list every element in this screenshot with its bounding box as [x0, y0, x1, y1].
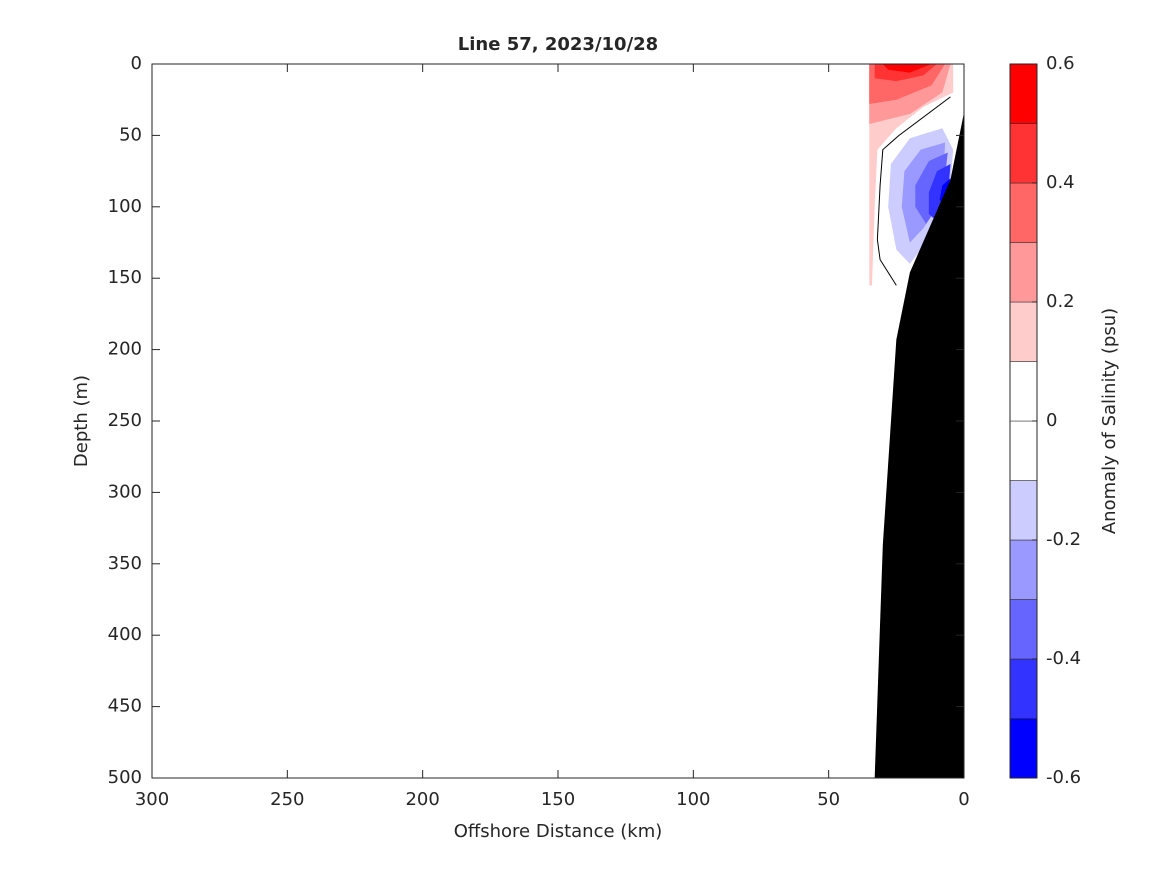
y-tick-label: 400: [108, 624, 142, 645]
colorbar-band: [1009, 539, 1038, 600]
colorbar-tick-label: -0.6: [1046, 767, 1081, 788]
colorbar-band: [1009, 242, 1038, 303]
y-tick-label: 300: [108, 481, 142, 502]
contour-fill: [928, 163, 951, 222]
x-tick-label: 0: [958, 789, 969, 810]
y-tick-label: 0: [131, 53, 142, 74]
x-tick-label: 200: [405, 789, 439, 810]
colorbar-band: [1009, 301, 1038, 362]
colorbar-band: [1009, 718, 1038, 779]
x-axis-label: Offshore Distance (km): [454, 821, 663, 842]
colorbar-band: [1009, 182, 1038, 243]
x-tick-label: 250: [270, 789, 304, 810]
x-tick-label: 150: [541, 789, 575, 810]
colorbar-band: [1009, 599, 1038, 660]
chart-title: Line 57, 2023/10/28: [458, 34, 658, 55]
colorbar-band: [1009, 123, 1038, 184]
y-tick-label: 250: [108, 410, 142, 431]
y-tick-label: 100: [108, 196, 142, 217]
colorbar-band: [1009, 480, 1038, 541]
y-tick-label: 350: [108, 553, 142, 574]
colorbar-tick-label: 0.2: [1046, 291, 1075, 312]
colorbar-band: [1009, 361, 1038, 422]
colorbar-band: [1009, 63, 1038, 124]
contour-fill: [882, 64, 932, 73]
y-axis-label: Depth (m): [71, 375, 92, 467]
contour-fill: [869, 64, 954, 286]
colorbar-tick-label: 0.4: [1046, 172, 1075, 193]
bathymetry: [874, 112, 964, 778]
y-tick-label: 500: [108, 767, 142, 788]
y-tick-label: 200: [108, 339, 142, 360]
x-tick-label: 300: [135, 789, 169, 810]
colorbar-tick-label: -0.4: [1046, 648, 1081, 669]
x-tick-label: 50: [817, 789, 840, 810]
plot-frame: [151, 63, 965, 779]
colorbar-label: Anomaly of Salinity (psu): [1099, 308, 1120, 534]
colorbar-band: [1009, 658, 1038, 719]
y-tick-label: 450: [108, 696, 142, 717]
colorbar-tick-label: 0.6: [1046, 53, 1075, 74]
colorbar-tick-label: -0.2: [1046, 529, 1081, 550]
colorbar-band: [1009, 420, 1038, 481]
y-tick-label: 150: [108, 267, 142, 288]
y-tick-label: 50: [119, 124, 142, 145]
x-tick-label: 100: [676, 789, 710, 810]
colorbar-tick-label: 0: [1046, 410, 1057, 431]
zero-contour: [876, 96, 951, 286]
